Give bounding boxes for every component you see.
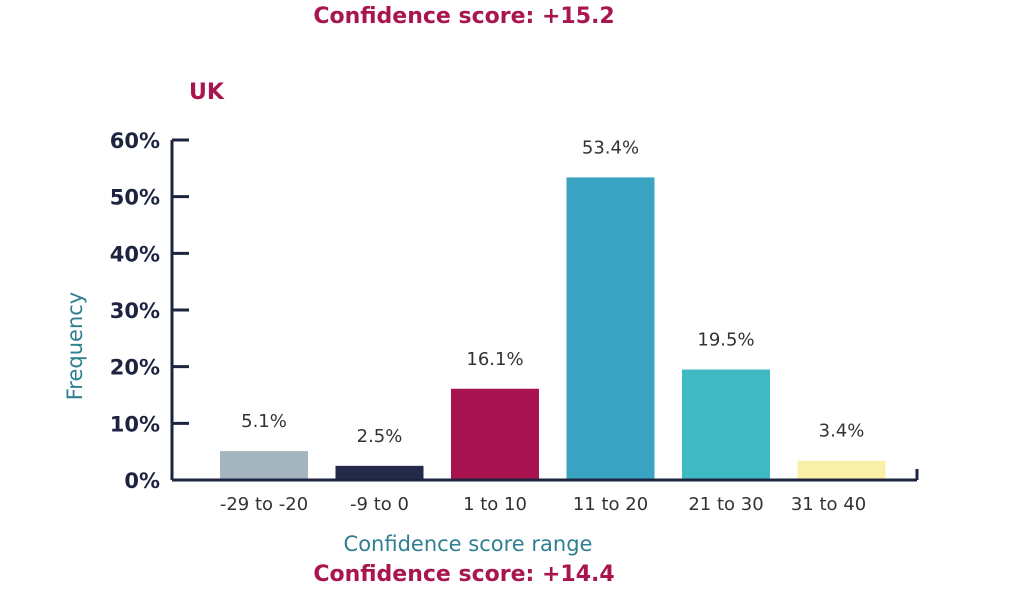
y-tick-label: 40% [110,242,160,266]
x-tick-label: 1 to 10 [463,494,527,515]
bar [335,465,424,480]
value-label: 16.1% [466,349,523,370]
bars [220,177,886,480]
bottom-confidence-score: Confidence score: +14.4 [313,562,615,587]
x-tick-label: 11 to 20 [573,494,648,515]
y-tick-label: 30% [110,299,160,323]
y-axis-label: Frequency [63,292,87,401]
value-labels: 5.1% 2.5% 16.1% 53.4% 19.5% 3.4% [241,137,864,446]
y-tick-label: 60% [110,129,160,153]
y-tick-label: 10% [110,412,160,436]
x-axis: -29 to -20 -9 to 0 1 to 10 11 to 20 21 to 30… [172,469,919,515]
y-tick-label: 50% [110,186,160,210]
x-tick-label: 31 to 40 [791,494,866,515]
value-label: 19.5% [697,330,754,351]
value-label: 2.5% [357,426,403,447]
value-label: 53.4% [582,137,639,158]
value-label: 3.4% [819,421,865,442]
x-tick-label: -9 to 0 [350,494,409,515]
y-tick-label: 20% [110,356,160,380]
x-axis-label: Confidence score range [344,532,593,556]
x-tick-label: 21 to 30 [688,494,763,515]
x-tick-label: -29 to -20 [220,494,308,515]
chart-title: UK [189,80,224,105]
top-confidence-score: Confidence score: +15.2 [313,4,615,29]
bar [566,177,655,480]
bar [451,388,539,480]
y-tick-label: 0% [124,469,160,493]
bar [797,460,886,480]
value-label: 5.1% [241,411,287,432]
bar [682,369,770,480]
bar [220,451,308,480]
y-axis: 0% 10% 20% 30% 40% 50% 60% [110,129,189,493]
